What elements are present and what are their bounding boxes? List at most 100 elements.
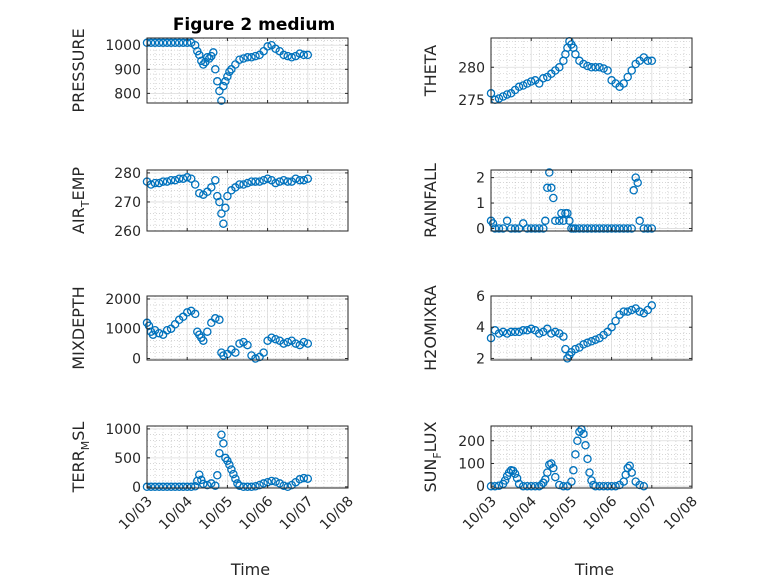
data-point xyxy=(571,344,580,354)
data-series xyxy=(486,425,649,491)
subplot-bottom-right: 0 100 200 10/03 10/04 10/05 10/06 10/07 10/08 Tim… xyxy=(421,421,701,579)
data-point xyxy=(299,337,309,347)
data-point xyxy=(239,180,248,189)
data-point xyxy=(199,60,208,69)
data-point xyxy=(239,54,248,63)
axes-frame xyxy=(490,295,693,361)
data-point xyxy=(182,173,192,182)
data-point xyxy=(619,307,628,316)
data-point xyxy=(211,314,220,323)
data-point xyxy=(502,90,512,99)
data-point xyxy=(627,305,636,315)
data-point xyxy=(571,450,580,459)
x-axis-label: Time xyxy=(574,560,614,579)
data-point xyxy=(541,216,550,226)
data-point xyxy=(631,173,640,182)
data-point xyxy=(518,81,528,90)
data-point xyxy=(182,482,192,492)
data-point xyxy=(629,186,638,195)
data-point xyxy=(162,482,172,492)
data-point xyxy=(275,177,284,186)
data-point xyxy=(488,219,498,228)
axes-frame xyxy=(146,425,349,489)
subplot-second-left: 260 270 280 AIRTEMP xyxy=(69,166,349,240)
data-point xyxy=(295,49,305,58)
data-point xyxy=(217,96,226,105)
y-tick-label: 100 xyxy=(458,456,485,472)
x-tick-label: 10/08 xyxy=(661,494,701,534)
data-point xyxy=(247,482,256,492)
axes-frame xyxy=(490,37,693,104)
data-point xyxy=(599,481,608,491)
data-point xyxy=(225,460,234,470)
data-point xyxy=(271,178,280,188)
data-point xyxy=(144,321,154,331)
data-point xyxy=(510,469,520,478)
data-point xyxy=(299,473,309,483)
x-tick-label: 10/05 xyxy=(540,494,580,534)
data-point xyxy=(259,175,268,185)
data-point xyxy=(162,177,172,186)
data-point xyxy=(211,481,220,490)
y-tick-label: 6 xyxy=(476,289,485,305)
data-point xyxy=(213,471,222,480)
data-point xyxy=(199,336,208,345)
data-point xyxy=(223,191,232,201)
data-point xyxy=(178,38,188,48)
data-point xyxy=(170,38,180,48)
data-point xyxy=(213,77,222,86)
data-point xyxy=(573,436,582,446)
data-point xyxy=(555,216,564,226)
axes-frame xyxy=(146,37,349,104)
data-point xyxy=(251,354,260,363)
data-point xyxy=(303,339,313,348)
data-point xyxy=(150,38,160,48)
data-point xyxy=(500,476,510,485)
data-point xyxy=(279,50,288,60)
data-point xyxy=(195,188,204,198)
data-point xyxy=(591,335,600,344)
data-point xyxy=(518,481,528,491)
data-point xyxy=(623,72,632,82)
data-point xyxy=(599,224,608,233)
data-point xyxy=(583,338,592,348)
data-point xyxy=(534,79,544,88)
data-point xyxy=(283,482,292,492)
data-point xyxy=(219,219,228,228)
x-tick-label: 10/03 xyxy=(460,494,500,534)
data-point xyxy=(162,38,172,48)
data-point xyxy=(247,177,256,186)
data-point xyxy=(522,326,532,335)
data-point xyxy=(498,224,508,233)
data-point xyxy=(170,482,180,492)
data-point xyxy=(215,315,224,325)
data-point xyxy=(303,474,313,483)
data-point xyxy=(583,61,592,71)
data-point xyxy=(158,177,168,186)
data-point xyxy=(627,66,636,75)
data-point xyxy=(526,481,536,491)
data-point xyxy=(549,193,558,203)
data-series xyxy=(142,38,313,105)
axes-frame xyxy=(490,425,693,489)
data-point xyxy=(209,48,218,57)
data-point xyxy=(197,475,206,485)
data-point xyxy=(219,351,228,360)
data-point xyxy=(611,316,620,326)
data-point xyxy=(498,92,508,101)
data-point xyxy=(587,337,596,346)
data-point xyxy=(603,66,612,75)
data-point xyxy=(295,175,305,185)
data-point xyxy=(569,466,578,475)
data-point xyxy=(583,224,592,233)
data-point xyxy=(299,50,309,60)
data-point xyxy=(543,183,552,193)
data-point xyxy=(213,191,222,201)
y-tick-label: 260 xyxy=(114,224,141,240)
data-point xyxy=(537,480,546,490)
axes-frame xyxy=(146,295,349,361)
subplot-third-right: 2 4 6 H2OMIXRA xyxy=(421,285,693,371)
x-tick-label: 10/07 xyxy=(621,494,661,534)
data-point xyxy=(627,224,636,233)
